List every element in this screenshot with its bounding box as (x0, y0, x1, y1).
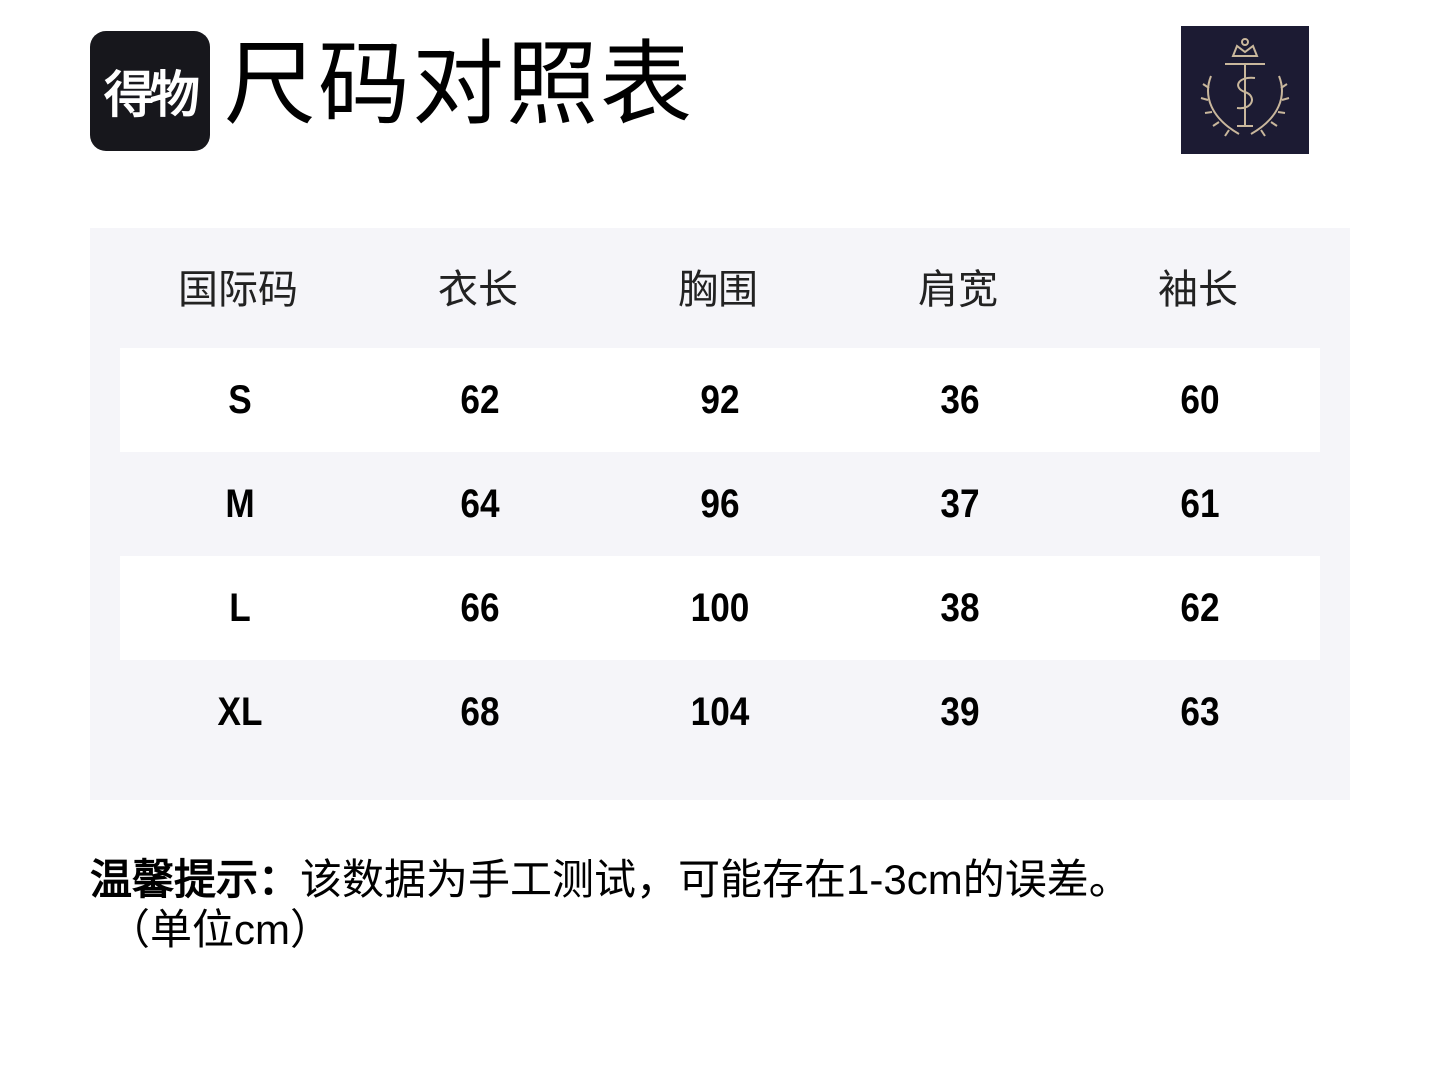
brand-logo (1181, 26, 1309, 154)
table-cell: XL (217, 690, 263, 734)
table-cell: 62 (460, 378, 500, 422)
table-cell: 36 (940, 378, 980, 422)
table-row: XL 68 104 39 63 (120, 660, 1320, 764)
column-header: 肩宽 (918, 268, 998, 312)
table-cell: 62 (1180, 586, 1220, 630)
table-cell: L (229, 586, 251, 630)
table-cell: S (228, 378, 252, 422)
table-row: M 64 96 37 61 (120, 452, 1320, 556)
page-title: 尺码对照表 (224, 34, 695, 136)
table-cell: 100 (690, 586, 750, 630)
table-cell: 96 (700, 482, 740, 526)
column-header: 袖长 (1158, 268, 1238, 312)
app-logo: 得物 (90, 31, 210, 151)
table-row: L 66 100 38 62 (120, 556, 1320, 660)
crest-icon (1200, 38, 1290, 137)
column-header: 国际码 (178, 268, 298, 312)
tip-note: 温馨提示：该数据为手工测试，可能存在1-3cm的误差。 (90, 855, 1131, 905)
table-cell: 39 (940, 690, 980, 734)
column-header: 胸围 (678, 268, 758, 312)
table-cell: 68 (460, 690, 500, 734)
table-cell: 38 (940, 586, 980, 630)
table-cell: 92 (700, 378, 740, 422)
table-cell: 60 (1180, 378, 1220, 422)
tip-text: 该数据为手工测试，可能存在1-3cm的误差。 (300, 856, 1131, 903)
size-table: 国际码 衣长 胸围 肩宽 袖长 S 62 92 36 60 M 64 96 37… (90, 228, 1350, 800)
table-cell: 37 (940, 482, 980, 526)
tip-label: 温馨提示： (90, 856, 301, 903)
app-logo-text: 得物 (104, 67, 200, 123)
table-cell: M (225, 482, 255, 526)
table-row: S 62 92 36 60 (120, 348, 1320, 452)
table-cell: 61 (1180, 482, 1220, 526)
table-cell: 63 (1180, 690, 1220, 734)
unit-note: （单位cm） (108, 906, 332, 953)
table-cell: 64 (460, 482, 500, 526)
table-header: 国际码 衣长 胸围 肩宽 袖长 (118, 260, 1318, 320)
column-header: 衣长 (438, 268, 518, 312)
table-cell: 104 (690, 690, 750, 734)
table-cell: 66 (460, 586, 500, 630)
